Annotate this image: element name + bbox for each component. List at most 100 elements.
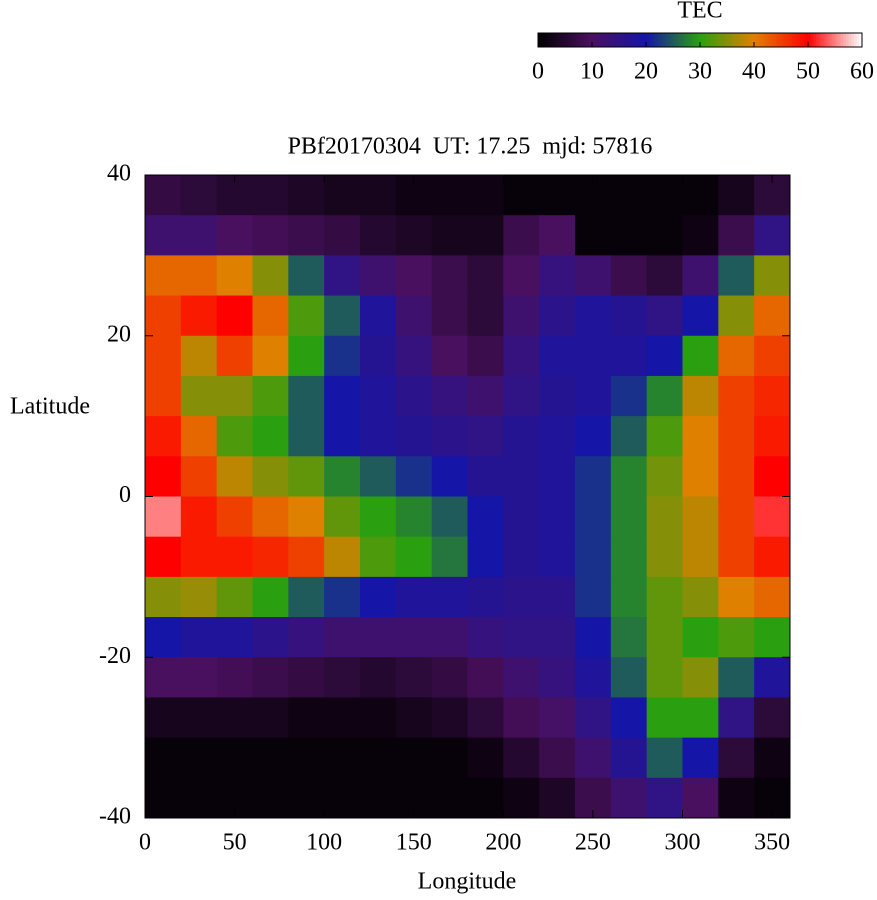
heatmap-cell	[539, 416, 576, 457]
heatmap-cell	[575, 416, 612, 457]
heatmap-cell	[180, 536, 218, 578]
heatmap-cell	[288, 175, 325, 216]
colorbar-strip	[859, 33, 863, 47]
heatmap-cell	[646, 255, 683, 297]
colorbar-strip	[667, 33, 671, 47]
heatmap-cell	[503, 496, 540, 538]
colorbar-strip	[554, 33, 558, 47]
heatmap-cell	[646, 456, 683, 497]
heatmap-cell	[360, 416, 397, 457]
colorbar-strip	[705, 33, 709, 47]
heatmap-cell	[360, 617, 397, 658]
heatmap-cell	[575, 255, 612, 297]
heatmap-cell	[718, 175, 755, 216]
heatmap-cell	[288, 617, 325, 658]
heatmap-cell	[180, 737, 218, 779]
colorbar-strip	[624, 33, 628, 47]
heatmap-cell	[431, 255, 468, 297]
heatmap-cell	[682, 617, 719, 658]
heatmap-cell	[252, 496, 289, 538]
colorbar-strip	[818, 33, 822, 47]
heatmap-cell	[467, 617, 504, 658]
heatmap-cell	[682, 255, 719, 297]
heatmap-cell	[682, 496, 719, 538]
colorbar-strip	[789, 33, 793, 47]
heatmap-cell	[288, 215, 325, 256]
heatmap-cell	[610, 617, 648, 658]
heatmap-cell	[180, 496, 218, 538]
colorbar-strip	[548, 33, 552, 47]
colorbar-strip	[640, 33, 644, 47]
heatmap-cell	[431, 456, 468, 497]
heatmap-cell	[145, 255, 182, 297]
heatmap-cell	[288, 456, 325, 497]
heatmap-cell	[288, 576, 325, 618]
colorbar-strip	[608, 33, 612, 47]
heatmap-cell	[467, 777, 504, 819]
colorbar-strip	[737, 33, 741, 47]
heatmap-cell	[718, 617, 755, 658]
heatmap-cell	[682, 295, 719, 337]
colorbar-strip	[764, 33, 768, 47]
heatmap-cell	[754, 576, 791, 618]
y-tick-label: 20	[107, 321, 131, 347]
colorbar-strip	[856, 33, 860, 47]
x-tick-label: 0	[139, 830, 151, 856]
heatmap-cell	[431, 335, 468, 377]
heatmap-cell	[467, 416, 504, 457]
colorbar-strip	[799, 33, 804, 47]
colorbar-strip	[781, 33, 785, 47]
heatmap-cell	[646, 416, 683, 457]
colorbar-strip	[762, 33, 766, 47]
heatmap-cell	[324, 617, 361, 658]
heatmap-cell	[360, 335, 397, 377]
heatmap-cell	[503, 576, 540, 618]
heatmap-cell	[610, 777, 648, 819]
heatmap-cell	[180, 657, 218, 698]
colorbar-strip	[562, 33, 566, 47]
colorbar-strip	[772, 33, 777, 47]
heatmap-cell	[682, 375, 719, 417]
heatmap-cell	[575, 737, 612, 779]
heatmap-cell	[682, 175, 719, 216]
colorbar-strip	[710, 33, 714, 47]
heatmap-cell	[754, 536, 791, 578]
heatmap-cell	[145, 576, 182, 618]
colorbar-strip	[635, 33, 639, 47]
heatmap-cell	[575, 215, 612, 256]
heatmap-cell	[646, 737, 683, 779]
heatmap-cell	[216, 456, 253, 497]
heatmap-cell	[575, 375, 612, 417]
heatmap-cell	[324, 777, 361, 819]
heatmap-cell	[467, 536, 504, 578]
heatmap-cell	[467, 175, 504, 216]
colorbar-strip	[808, 33, 812, 47]
heatmap-cell	[754, 617, 791, 658]
colorbar-strip	[629, 33, 633, 47]
heatmap-cell	[145, 536, 182, 578]
heatmap-cell	[754, 416, 791, 457]
heatmap-cell	[539, 375, 576, 417]
heatmap-cell	[216, 657, 253, 698]
colorbar-strip	[724, 33, 728, 47]
heatmap-cell	[610, 456, 648, 497]
heatmap-cell	[575, 295, 612, 337]
colorbar-strip	[840, 33, 844, 47]
heatmap-cell	[216, 576, 253, 618]
heatmap-cell	[395, 737, 433, 779]
colorbar-strip	[813, 33, 817, 47]
colorbar-strip	[702, 33, 706, 47]
heatmap-cell	[467, 215, 504, 256]
heatmap-cell	[395, 215, 433, 256]
colorbar-strip	[627, 33, 631, 47]
heatmap-cell	[395, 375, 433, 417]
heatmap-cell	[395, 657, 433, 698]
heatmap-cell	[718, 456, 755, 497]
heatmap-cell	[539, 255, 576, 297]
heatmap-cell	[252, 456, 289, 497]
heatmap-cell	[503, 777, 540, 819]
heatmap-cell	[646, 777, 683, 819]
heatmap-cell	[646, 697, 683, 739]
heatmap-cell	[180, 335, 218, 377]
heatmap-cell	[503, 255, 540, 297]
